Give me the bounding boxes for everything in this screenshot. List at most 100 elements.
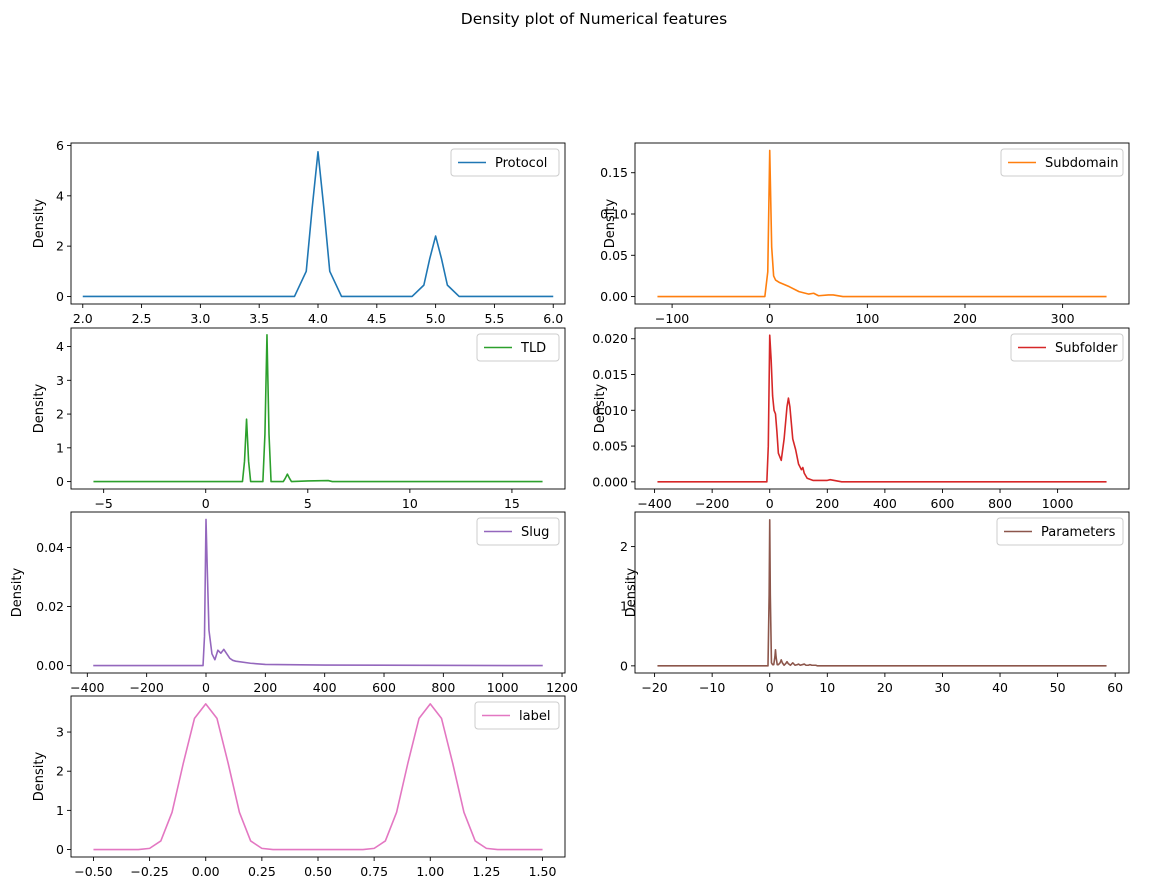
y-tick-label: 2 — [620, 539, 628, 554]
y-tick-label: 1 — [56, 803, 64, 818]
y-tick-label: 6 — [56, 138, 64, 153]
series-line-subfolder — [657, 334, 1107, 483]
y-tick-label: 0.15 — [600, 165, 628, 180]
x-tick-label: 4.5 — [367, 311, 387, 326]
x-tick-label: 0 — [766, 496, 774, 511]
legend-label: Slug — [521, 525, 549, 540]
x-tick-label: 0.50 — [304, 864, 332, 879]
x-tick-label: 1200 — [546, 680, 578, 695]
x-tick-label: 1.00 — [416, 864, 444, 879]
x-tick-label: −10 — [699, 680, 725, 695]
x-tick-label: −200 — [695, 496, 729, 511]
y-tick-label: 2 — [56, 239, 64, 254]
x-tick-label: 20 — [877, 680, 893, 695]
y-tick-label: 1 — [620, 599, 628, 614]
y-axis-label: Density — [32, 383, 47, 433]
x-tick-label: 10 — [402, 496, 418, 511]
legend: Parameters — [996, 517, 1124, 546]
x-tick-label: 30 — [935, 680, 951, 695]
legend-label: TLD — [520, 341, 546, 356]
x-tick-label: −5 — [94, 496, 112, 511]
figure-title: Density plot of Numerical features — [461, 10, 727, 28]
legend-box — [476, 517, 560, 546]
series-line-protocol — [82, 151, 554, 298]
legend: Subdomain — [1000, 148, 1124, 177]
axes-frame — [70, 511, 566, 674]
y-tick-label: 0.010 — [592, 403, 628, 418]
panel-1: 2.0 2.5 3.0 3.5 4.0 4.5 5.0 5.5 6.0 0 2 4 6 Density Pr… — [32, 138, 566, 326]
x-tick-label: 15 — [504, 496, 520, 511]
y-tick-label: 0 — [620, 658, 628, 673]
x-tick-label: 200 — [253, 680, 277, 695]
x-tick-label: 800 — [431, 680, 455, 695]
y-tick-label: 4 — [56, 188, 64, 203]
x-tick-label: 10 — [819, 680, 835, 695]
x-tick-label: 600 — [372, 680, 396, 695]
series-line-subdomain — [657, 149, 1107, 298]
x-tick-label: 2.5 — [132, 311, 152, 326]
y-tick-label: 3 — [56, 373, 64, 388]
x-tick-label: 0 — [202, 680, 210, 695]
x-tick-label: 0 — [766, 311, 774, 326]
x-tick-label: −100 — [655, 311, 689, 326]
y-tick-label: 0.020 — [592, 331, 628, 346]
x-tick-label: −0.50 — [74, 864, 112, 879]
series-line-parameters — [657, 518, 1107, 667]
series-line-slug — [93, 518, 543, 667]
y-tick-label: 0.00 — [36, 658, 64, 673]
y-tick-label: 0.04 — [36, 540, 64, 555]
x-tick-label: 0 — [202, 496, 210, 511]
y-tick-label: 2 — [56, 407, 64, 422]
y-tick-label: 0.10 — [600, 207, 628, 222]
x-tick-label: 40 — [992, 680, 1008, 695]
series-line-tld — [93, 333, 543, 483]
x-tick-label: 1000 — [1042, 496, 1074, 511]
x-tick-label: −400 — [70, 680, 104, 695]
legend: Slug — [476, 517, 560, 546]
legend: TLD — [476, 333, 560, 362]
legend-box — [450, 148, 560, 177]
panel-3: −5 0 5 10 15 0 1 2 3 4 Density TLD — [32, 327, 566, 511]
x-tick-label: 2.0 — [73, 311, 93, 326]
legend-box — [476, 333, 560, 362]
legend-box — [1010, 333, 1124, 362]
legend: label — [474, 701, 560, 730]
x-tick-label: 5 — [304, 496, 312, 511]
x-tick-label: 400 — [313, 680, 337, 695]
y-tick-label: 0.00 — [600, 289, 628, 304]
x-tick-label: 300 — [1051, 311, 1075, 326]
legend-label: Parameters — [1041, 525, 1116, 540]
x-tick-label: −20 — [641, 680, 667, 695]
y-axis-label: Density — [10, 567, 25, 617]
x-tick-label: 0.00 — [192, 864, 220, 879]
x-tick-label: 60 — [1107, 680, 1123, 695]
panel-5: −400 −200 0 200 400 600 800 1000 1200 0.00 0.02 0.0… — [10, 511, 578, 695]
y-tick-label: 0.005 — [592, 439, 628, 454]
legend-label: Protocol — [495, 156, 547, 171]
y-tick-label: 0.000 — [592, 474, 628, 489]
legend-box — [1000, 148, 1124, 177]
axes-frame — [70, 327, 566, 490]
y-tick-label: 1 — [56, 440, 64, 455]
x-tick-label: −0.25 — [130, 864, 168, 879]
legend-label: Subfolder — [1055, 341, 1118, 356]
axes-frame — [634, 511, 1130, 674]
panel-4: −400 −200 0 200 400 600 800 1000 0.000 0.005 0.010… — [592, 327, 1130, 511]
x-tick-label: 3.0 — [190, 311, 210, 326]
y-tick-label: 4 — [56, 339, 64, 354]
y-tick-label: 2 — [56, 764, 64, 779]
x-tick-label: 200 — [815, 496, 839, 511]
legend-label: label — [519, 709, 550, 724]
panel-7: −0.50 −0.25 0.00 0.25 0.50 0.75 1.00 1.25 1.50 0 1… — [32, 695, 566, 879]
x-tick-label: 50 — [1050, 680, 1066, 695]
y-axis-label: Density — [593, 383, 608, 433]
x-tick-label: −400 — [637, 496, 671, 511]
x-tick-label: 0.25 — [248, 864, 276, 879]
x-tick-label: 5.0 — [426, 311, 446, 326]
legend: Protocol — [450, 148, 560, 177]
panel-2: −100 0 100 200 300 0.00 0.05 0.10 0.15 Density Sub… — [600, 142, 1130, 326]
y-tick-label: 0.05 — [600, 248, 628, 263]
y-axis-label: Density — [603, 198, 618, 248]
legend-box — [996, 517, 1124, 546]
